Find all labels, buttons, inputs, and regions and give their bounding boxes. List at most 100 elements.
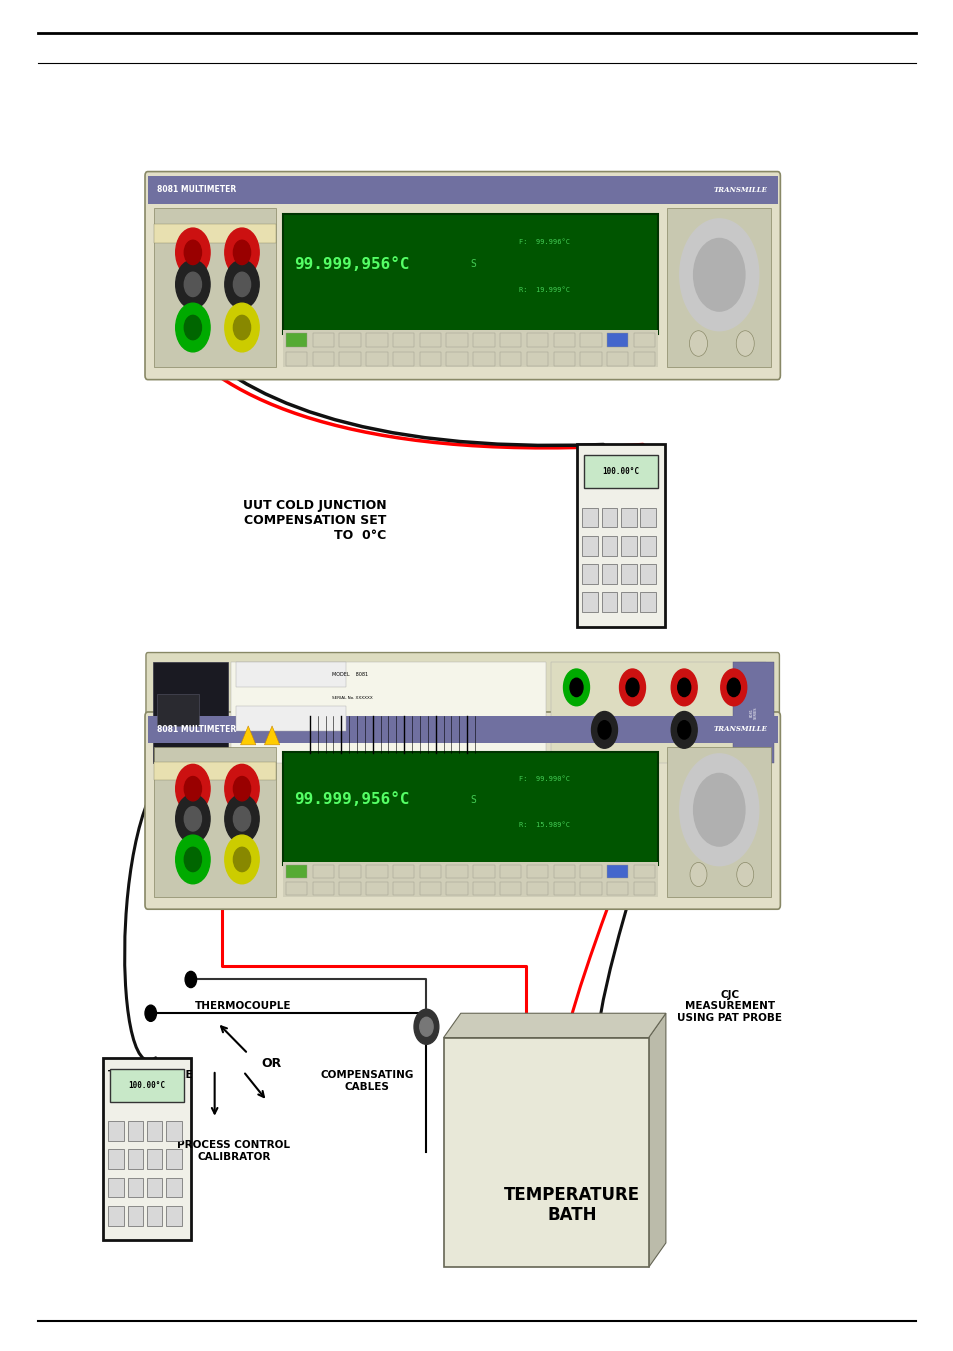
- Bar: [579, 865, 601, 878]
- Bar: [526, 351, 548, 366]
- Bar: [419, 334, 440, 347]
- Bar: [606, 865, 628, 878]
- Bar: [283, 331, 658, 367]
- Bar: [286, 351, 307, 366]
- Text: 100.00°C: 100.00°C: [129, 1081, 165, 1090]
- Circle shape: [184, 240, 201, 265]
- Text: F:  99.990°C: F: 99.990°C: [518, 777, 570, 782]
- Text: SERIAL No. XXXXXX: SERIAL No. XXXXXX: [332, 696, 373, 700]
- Circle shape: [233, 272, 251, 297]
- Text: UUT COLD JUNCTION
COMPENSATION SET
TO  0°C: UUT COLD JUNCTION COMPENSATION SET TO 0°…: [242, 499, 386, 542]
- Bar: [339, 882, 360, 896]
- Bar: [393, 882, 414, 896]
- Bar: [667, 208, 770, 367]
- Circle shape: [175, 794, 210, 843]
- Bar: [473, 334, 494, 347]
- Circle shape: [184, 315, 201, 339]
- Circle shape: [175, 303, 210, 351]
- Text: F:  99.996°C: F: 99.996°C: [518, 239, 570, 246]
- Bar: [128, 1178, 143, 1197]
- Bar: [639, 508, 655, 527]
- Bar: [582, 508, 598, 527]
- Bar: [166, 1121, 181, 1140]
- Bar: [339, 865, 360, 878]
- Bar: [499, 882, 521, 896]
- Bar: [157, 694, 199, 727]
- Circle shape: [145, 1005, 156, 1021]
- Bar: [601, 565, 617, 584]
- Bar: [153, 208, 276, 367]
- Bar: [286, 334, 307, 347]
- Circle shape: [671, 669, 697, 705]
- Bar: [473, 351, 494, 366]
- Bar: [526, 865, 548, 878]
- Bar: [473, 865, 494, 878]
- Bar: [109, 1121, 124, 1140]
- Bar: [582, 593, 598, 612]
- Bar: [579, 351, 601, 366]
- Bar: [733, 662, 774, 763]
- Bar: [633, 351, 655, 366]
- Text: CJC
MEASUREMENT
USING PAT PROBE: CJC MEASUREMENT USING PAT PROBE: [677, 990, 781, 1023]
- FancyBboxPatch shape: [145, 172, 780, 380]
- Bar: [606, 351, 628, 366]
- Bar: [153, 762, 276, 780]
- Text: 99.999,956°C: 99.999,956°C: [294, 792, 410, 807]
- Bar: [147, 1206, 162, 1225]
- Circle shape: [591, 712, 617, 748]
- Bar: [526, 334, 548, 347]
- Circle shape: [225, 835, 259, 884]
- Bar: [601, 593, 617, 612]
- Bar: [235, 662, 346, 688]
- Bar: [633, 865, 655, 878]
- Circle shape: [679, 754, 758, 866]
- Circle shape: [693, 773, 744, 846]
- Circle shape: [233, 777, 251, 801]
- Circle shape: [184, 847, 201, 871]
- Polygon shape: [240, 725, 255, 744]
- Bar: [313, 882, 334, 896]
- Circle shape: [736, 331, 754, 357]
- Bar: [443, 1038, 648, 1267]
- Bar: [446, 865, 467, 878]
- Circle shape: [414, 1009, 438, 1044]
- Circle shape: [175, 228, 210, 277]
- Text: PROCESS CONTROL
CALIBRATOR: PROCESS CONTROL CALIBRATOR: [177, 1140, 290, 1162]
- Bar: [579, 882, 601, 896]
- Bar: [366, 334, 387, 347]
- Bar: [446, 882, 467, 896]
- Bar: [393, 351, 414, 366]
- Bar: [550, 662, 765, 763]
- Circle shape: [175, 835, 210, 884]
- Bar: [231, 662, 545, 763]
- Bar: [128, 1121, 143, 1140]
- Circle shape: [184, 777, 201, 801]
- Bar: [553, 351, 575, 366]
- Text: 99.999,956°C: 99.999,956°C: [294, 257, 410, 272]
- Bar: [128, 1206, 143, 1225]
- Bar: [446, 351, 467, 366]
- Bar: [393, 865, 414, 878]
- Bar: [283, 753, 658, 866]
- Bar: [553, 865, 575, 878]
- Bar: [339, 351, 360, 366]
- Circle shape: [233, 847, 251, 871]
- Bar: [639, 536, 655, 555]
- Bar: [419, 865, 440, 878]
- Polygon shape: [648, 1013, 665, 1267]
- Bar: [152, 662, 228, 763]
- Circle shape: [598, 720, 610, 739]
- Circle shape: [175, 765, 210, 813]
- Circle shape: [689, 862, 706, 886]
- Text: TEMPERATURE
SOURCE: TEMPERATURE SOURCE: [108, 1070, 193, 1092]
- Bar: [579, 334, 601, 347]
- Bar: [313, 334, 334, 347]
- Bar: [446, 334, 467, 347]
- Text: 8081 MULTIMETER: 8081 MULTIMETER: [157, 185, 236, 195]
- Bar: [148, 716, 777, 743]
- Bar: [499, 351, 521, 366]
- Bar: [393, 334, 414, 347]
- Text: TRANSMILLE: TRANSMILLE: [713, 185, 767, 193]
- Circle shape: [225, 303, 259, 351]
- Bar: [633, 882, 655, 896]
